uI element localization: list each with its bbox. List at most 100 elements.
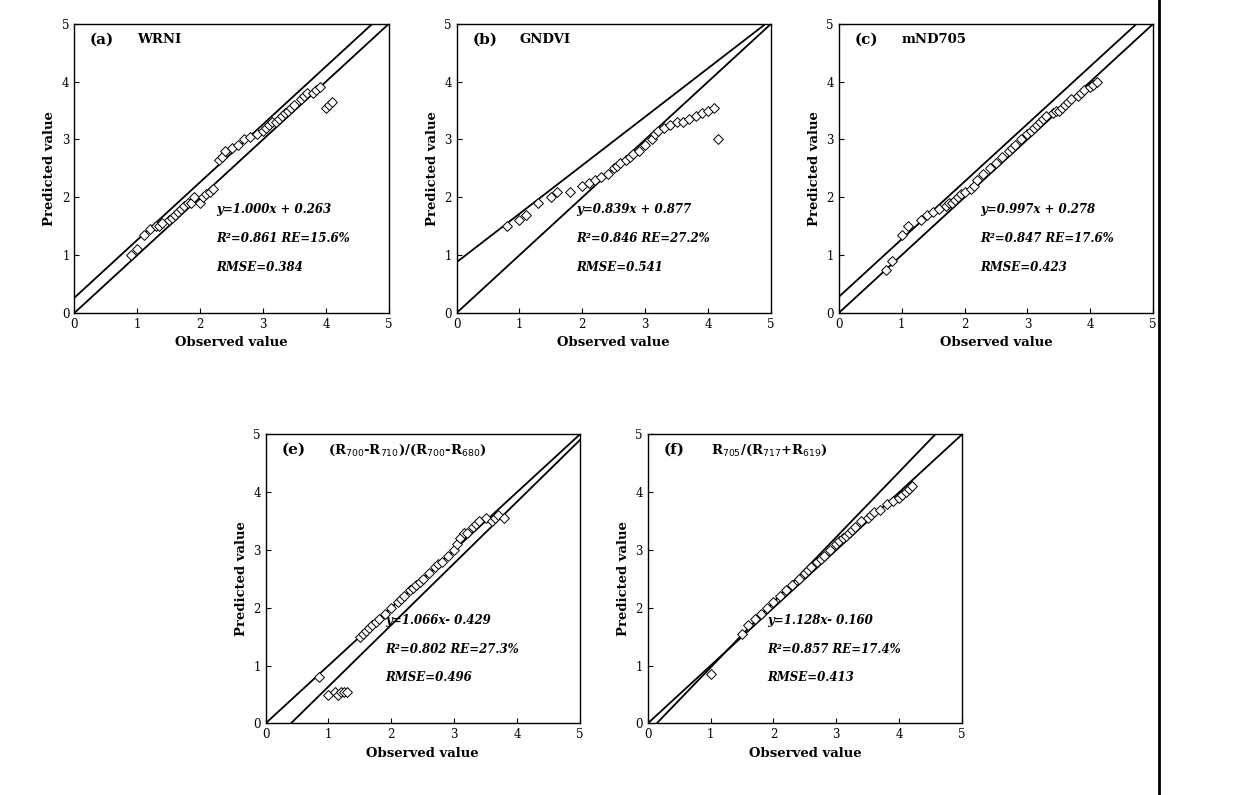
Point xyxy=(647,125,667,138)
Point xyxy=(973,168,993,180)
Point xyxy=(901,480,921,493)
Point xyxy=(864,506,884,519)
Point xyxy=(438,549,458,562)
Point xyxy=(419,567,439,580)
Point xyxy=(836,529,856,542)
Point xyxy=(924,205,944,218)
Point xyxy=(165,208,185,221)
Point xyxy=(833,532,853,545)
Point xyxy=(585,173,605,186)
Point xyxy=(362,619,382,631)
Point xyxy=(1004,139,1024,152)
Point xyxy=(1027,118,1047,131)
Point xyxy=(883,254,903,267)
Point xyxy=(949,191,968,204)
Point xyxy=(263,116,283,129)
Point xyxy=(284,99,304,111)
Point xyxy=(128,243,148,256)
Point xyxy=(951,188,971,201)
Y-axis label: Predicted value: Predicted value xyxy=(616,522,630,636)
Y-axis label: Predicted value: Predicted value xyxy=(43,111,57,226)
Point xyxy=(1021,125,1040,138)
Point xyxy=(877,498,897,510)
Text: y=1.128x- 0.160: y=1.128x- 0.160 xyxy=(768,614,873,626)
Point xyxy=(1033,113,1053,126)
Point xyxy=(795,567,815,580)
Point xyxy=(466,518,486,530)
Text: RMSE=0.541: RMSE=0.541 xyxy=(577,261,663,274)
Point xyxy=(698,104,718,117)
Point xyxy=(610,157,630,169)
Point xyxy=(409,576,429,588)
Point xyxy=(858,512,878,525)
Point xyxy=(620,150,640,163)
Point xyxy=(899,483,919,495)
Point xyxy=(394,590,414,603)
Point xyxy=(1018,127,1038,140)
Point xyxy=(401,584,420,597)
Text: R²=0.857 RE=17.4%: R²=0.857 RE=17.4% xyxy=(768,642,901,656)
Point xyxy=(177,196,197,209)
Point xyxy=(450,532,470,545)
Point xyxy=(961,182,981,195)
Point xyxy=(309,671,329,684)
Point xyxy=(319,688,339,701)
Point xyxy=(608,159,627,172)
Point xyxy=(883,494,903,507)
Point xyxy=(1071,87,1091,99)
Text: R²=0.846 RE=27.2%: R²=0.846 RE=27.2% xyxy=(577,232,709,245)
Point xyxy=(216,145,236,157)
X-axis label: Observed value: Observed value xyxy=(366,747,479,760)
Point xyxy=(751,607,771,620)
Point xyxy=(222,142,242,154)
Point xyxy=(319,99,339,111)
Point xyxy=(875,263,895,276)
Point xyxy=(306,84,326,97)
Point xyxy=(265,116,285,129)
Point xyxy=(429,558,449,571)
Point xyxy=(776,584,796,597)
Point xyxy=(281,101,301,114)
Point xyxy=(149,220,169,233)
Point xyxy=(310,81,330,94)
Point xyxy=(368,613,388,626)
Point xyxy=(541,191,560,204)
Text: R²=0.802 RE=27.3%: R²=0.802 RE=27.3% xyxy=(384,642,518,656)
Point xyxy=(325,685,345,698)
Point xyxy=(454,526,474,539)
Text: y=0.839x + 0.877: y=0.839x + 0.877 xyxy=(577,203,691,216)
Point xyxy=(799,564,818,576)
Text: RMSE=0.423: RMSE=0.423 xyxy=(981,261,1068,274)
Point xyxy=(122,249,141,262)
Point xyxy=(241,130,260,143)
Point xyxy=(184,191,203,204)
Point xyxy=(830,535,849,548)
Point xyxy=(692,107,712,120)
Point xyxy=(275,107,295,120)
X-axis label: Observed value: Observed value xyxy=(558,336,670,349)
Point xyxy=(228,139,248,152)
Point xyxy=(898,220,918,233)
Point xyxy=(1068,90,1087,103)
Point xyxy=(916,208,936,221)
Point xyxy=(200,185,219,198)
Point xyxy=(134,228,154,241)
Point xyxy=(294,90,314,103)
Point xyxy=(893,489,913,502)
Point xyxy=(910,214,930,227)
Point xyxy=(193,191,213,204)
Point xyxy=(413,572,433,585)
Point xyxy=(852,514,872,527)
Point xyxy=(892,228,911,241)
Point xyxy=(1002,142,1022,154)
Point xyxy=(366,616,386,629)
Point xyxy=(175,200,195,212)
Point xyxy=(861,509,880,522)
Point xyxy=(782,578,802,591)
Point xyxy=(1061,93,1081,106)
Text: (b): (b) xyxy=(472,33,497,47)
Point xyxy=(196,188,216,201)
Point xyxy=(327,688,347,701)
Point xyxy=(510,214,529,227)
Point xyxy=(322,95,342,108)
